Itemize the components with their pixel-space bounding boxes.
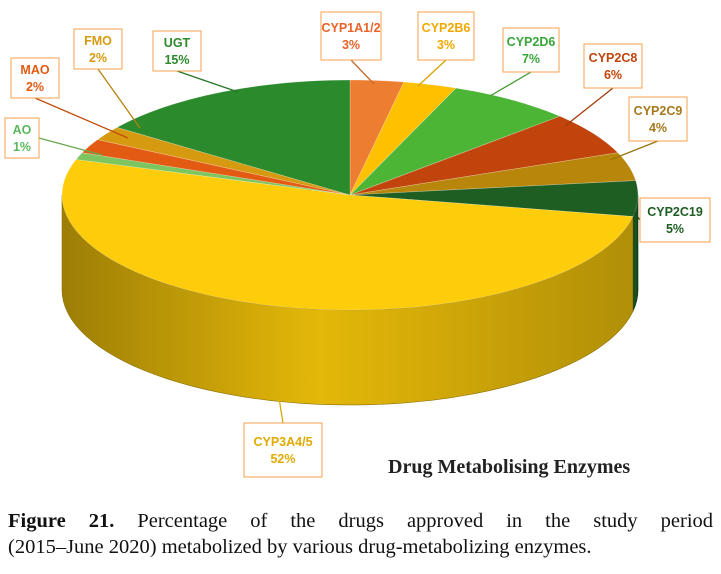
leader-line-mao — [34, 97, 129, 139]
callout-percent-cyp2c19: 5% — [666, 222, 684, 236]
pie-slice-cyp2d6 — [349, 87, 561, 196]
pie-slice-cyp2c9 — [349, 152, 637, 196]
callout-box-cyp2c19 — [639, 197, 711, 243]
callout-percent-cyp1a1-2: 3% — [342, 38, 360, 52]
caption-line-2: (2015–June 2020) metabolized by various … — [8, 536, 592, 558]
callout-label-cyp1a1-2: CYP1A1/2 — [321, 21, 380, 35]
pie-chart: CYP1A1/2 3% CYP2B6 3% CYP2D6 7% CYP2C8 6% CYP2C9… — [4, 11, 711, 478]
leader-line-cyp2c8 — [564, 87, 614, 127]
caption-line-1: Percentage of the drugs approved in the … — [137, 510, 714, 532]
pie-top-faces — [61, 79, 639, 311]
callout-label-cyp2c19: CYP2C19 — [647, 205, 703, 219]
callout-percent-cyp2b6: 3% — [437, 38, 455, 52]
pie-callouts: CYP1A1/2 3% CYP2B6 3% CYP2D6 7% CYP2C8 6% CYP2C9… — [4, 11, 711, 478]
callout-percent-cyp2d6: 7% — [522, 52, 540, 66]
callout-percent-cyp3a4-5: 52% — [270, 452, 295, 466]
callout-label-ao: AO — [13, 123, 32, 137]
pie-slice-ugt — [116, 79, 351, 196]
pie-chart-svg: CYP1A1/2 3% CYP2B6 3% CYP2D6 7% CYP2C8 6% CYP2C9… — [4, 11, 711, 478]
pie-slice-cyp3a4-5 — [61, 159, 634, 311]
callout-box-cyp2c8 — [583, 43, 643, 89]
callout-label-cyp2b6: CYP2B6 — [422, 21, 471, 35]
callout-box-cyp3a4-5 — [243, 422, 323, 478]
leader-line-ao — [38, 137, 103, 156]
leader-line-fmo — [97, 68, 141, 129]
callout-label-cyp2c8: CYP2C8 — [589, 51, 638, 65]
callout-box-cyp2b6 — [417, 11, 475, 61]
callout-box-cyp1a1-2 — [320, 11, 382, 61]
leader-line-cyp3a4-5 — [267, 329, 284, 424]
callout-percent-ao: 1% — [13, 140, 31, 154]
callout-percent-cyp2c9: 4% — [649, 121, 667, 135]
leader-line-cyp2b6 — [417, 59, 447, 87]
leader-line-ugt — [176, 70, 239, 93]
callout-box-ugt — [152, 30, 202, 72]
callout-box-fmo — [73, 28, 123, 70]
figure-label: Figure 21. — [8, 510, 115, 532]
callout-label-cyp3a4-5: CYP3A4/5 — [253, 435, 312, 449]
callout-label-mao: MAO — [20, 63, 49, 77]
callout-percent-fmo: 2% — [89, 51, 107, 65]
leader-line-cyp2d6 — [489, 71, 532, 97]
callout-percent-mao: 2% — [26, 80, 44, 94]
callout-label-ugt: UGT — [164, 36, 191, 50]
leader-line-cyp1a1-2 — [350, 59, 375, 85]
callout-box-ao — [4, 117, 40, 159]
callout-box-cyp2c9 — [628, 96, 688, 142]
chart-title: Drug Metabolising Enzymes — [388, 456, 631, 478]
pie-slice-cyp2c8 — [349, 115, 619, 196]
leader-line-cyp2c9 — [609, 140, 659, 161]
callout-percent-ugt: 15% — [164, 53, 189, 67]
pie-slice-cyp1a1-2 — [349, 79, 405, 196]
callout-label-fmo: FMO — [84, 34, 112, 48]
callout-percent-cyp2c8: 6% — [604, 68, 622, 82]
callout-box-mao — [10, 57, 60, 99]
callout-label-cyp2d6: CYP2D6 — [507, 35, 556, 49]
leader-line-cyp2c19 — [633, 211, 641, 221]
figure-caption: Figure 21. Percentage of the drugs appro… — [8, 508, 713, 560]
pie-slice-cyp2b6 — [349, 81, 457, 196]
callout-box-cyp2d6 — [502, 27, 560, 73]
callout-label-cyp2c9: CYP2C9 — [634, 104, 683, 118]
